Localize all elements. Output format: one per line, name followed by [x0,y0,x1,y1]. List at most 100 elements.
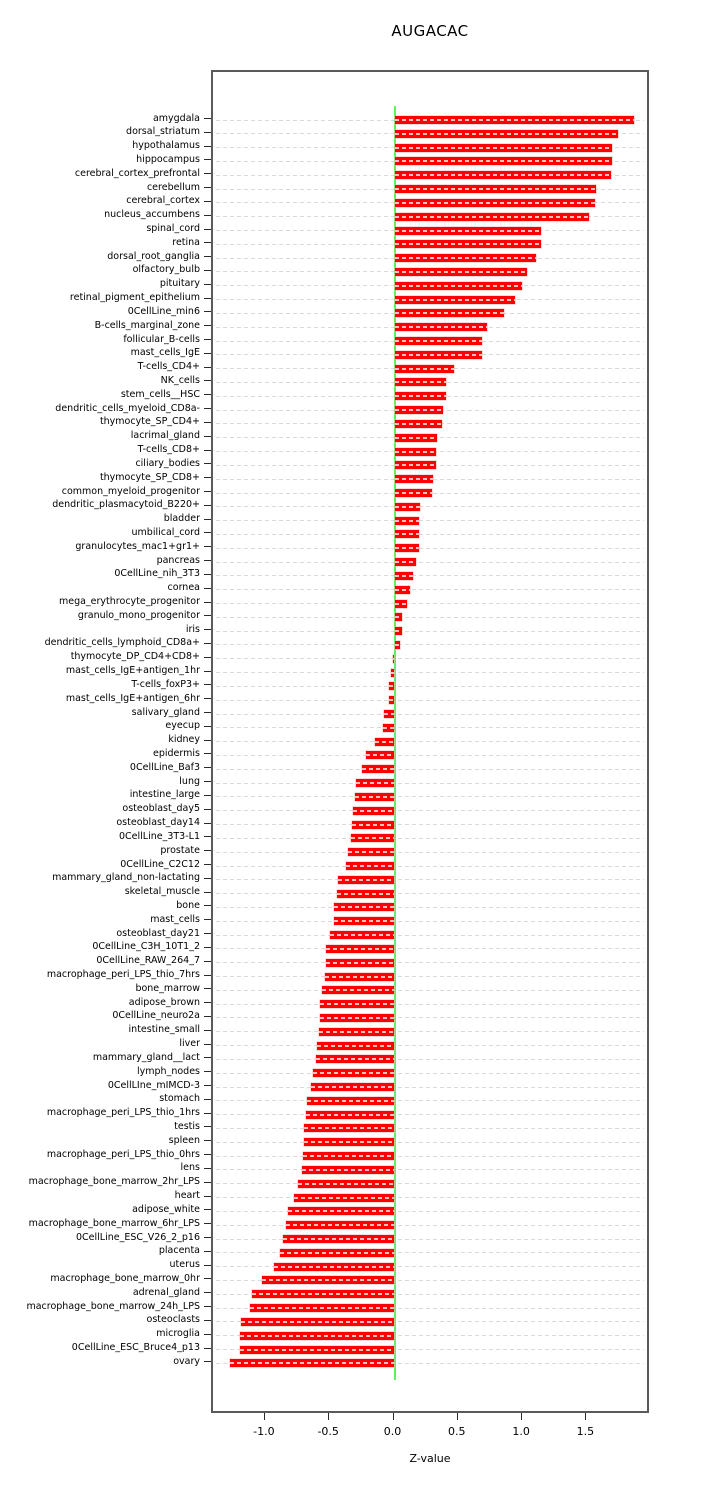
y-axis-tick [204,1112,211,1114]
bar-dash-pattern [394,284,522,287]
category-label: uterus [169,1259,200,1271]
bar [353,806,395,815]
y-axis-tick [204,933,211,935]
bar [394,516,419,525]
bar [389,682,395,691]
y-axis-tick [204,269,211,271]
category-label: bone [176,899,200,911]
bar-dash-pattern [389,685,395,688]
category-label: macrophage_peri_LPS_thio_1hrs [46,1107,200,1119]
bar-dash-pattern [310,1086,395,1089]
bar-dash-pattern [394,464,436,467]
category-label: hippocampus [136,153,200,165]
bar [354,792,395,801]
bar-dash-pattern [384,713,395,716]
bar [250,1304,395,1313]
bar-dash-pattern [394,229,542,232]
y-axis-tick [204,228,211,230]
bar [313,1069,395,1078]
bar-dash-pattern [250,1307,395,1310]
gridline [216,1127,644,1129]
bar-dash-pattern [354,795,395,798]
gridline [216,672,644,674]
bar [262,1276,395,1285]
category-label: lymph_nodes [137,1065,200,1077]
bar-dash-pattern [350,837,395,840]
bar [294,1193,395,1202]
category-label: thymocyte_SP_CD4+ [99,416,200,428]
bar-dash-pattern [394,132,619,135]
y-axis-tick [204,794,211,796]
y-axis-tick [204,670,211,672]
category-label: olfactory_bulb [132,264,200,276]
bar [394,544,419,553]
y-axis-tick [204,905,211,907]
gridline [216,1169,644,1171]
x-axis-tick [456,1413,458,1420]
bar-dash-pattern [316,1058,395,1061]
y-axis-tick [204,214,211,216]
bar-dash-pattern [394,533,419,536]
bar-dash-pattern [394,146,612,149]
y-axis-tick [204,325,211,327]
bar-dash-pattern [394,616,403,619]
category-label: 0CellLIne_mIMCD-3 [107,1079,200,1091]
category-label: osteoclasts [146,1314,200,1326]
bar [394,489,432,497]
bar [229,1359,395,1368]
bar [393,654,395,663]
bar [394,212,589,221]
category-label: osteoblast_day21 [116,927,200,939]
gridline [216,1362,644,1364]
category-label: intestine_small [128,1024,200,1036]
zero-reference-line [393,106,396,1380]
category-label: dorsal_striatum [126,126,200,138]
y-axis-tick [204,725,211,727]
y-axis-tick [204,1057,211,1059]
category-label: microglia [156,1328,200,1340]
gridline [216,533,644,535]
y-axis-tick [204,1209,211,1211]
bar [334,903,395,912]
bar-dash-pattern [394,602,408,605]
bar [394,198,596,207]
bar [286,1221,395,1230]
bar-dash-pattern [394,270,527,273]
gridline [216,837,644,839]
bar [348,848,395,857]
bar [375,737,395,746]
bar [394,240,542,249]
y-axis-tick [204,394,211,396]
category-label: bone_marrow [135,982,200,994]
category-label: mammary_gland_non-lactating [52,872,200,884]
category-label: ciliary_bodies [135,457,200,469]
gridline [216,547,644,549]
gridline [216,1279,644,1281]
bar-dash-pattern [240,1348,395,1351]
category-label: spinal_cord [146,223,200,235]
category-label: pancreas [156,554,200,566]
bar-dash-pattern [353,809,395,812]
bar-dash-pattern [394,340,482,343]
y-axis-tick [204,946,211,948]
category-label: testis [174,1120,200,1132]
bar [305,1110,395,1119]
bar-dash-pattern [394,436,437,439]
bar-dash-pattern [348,851,395,854]
category-label: adipose_brown [128,996,200,1008]
bar-dash-pattern [318,1030,395,1033]
gridline [216,741,644,743]
bar [394,392,446,401]
category-label: salivary_gland [131,706,200,718]
bar [384,710,395,719]
bar-dash-pattern [317,1044,395,1047]
bar-dash-pattern [394,367,454,370]
category-label: amygdala [152,112,200,124]
y-axis-tick [204,974,211,976]
y-axis-tick [204,421,211,423]
bar [394,350,482,359]
gridline [216,976,644,978]
y-axis-tick [204,1361,211,1363]
bar [382,723,395,732]
category-label: 0CellLine_C2C12 [120,858,200,870]
